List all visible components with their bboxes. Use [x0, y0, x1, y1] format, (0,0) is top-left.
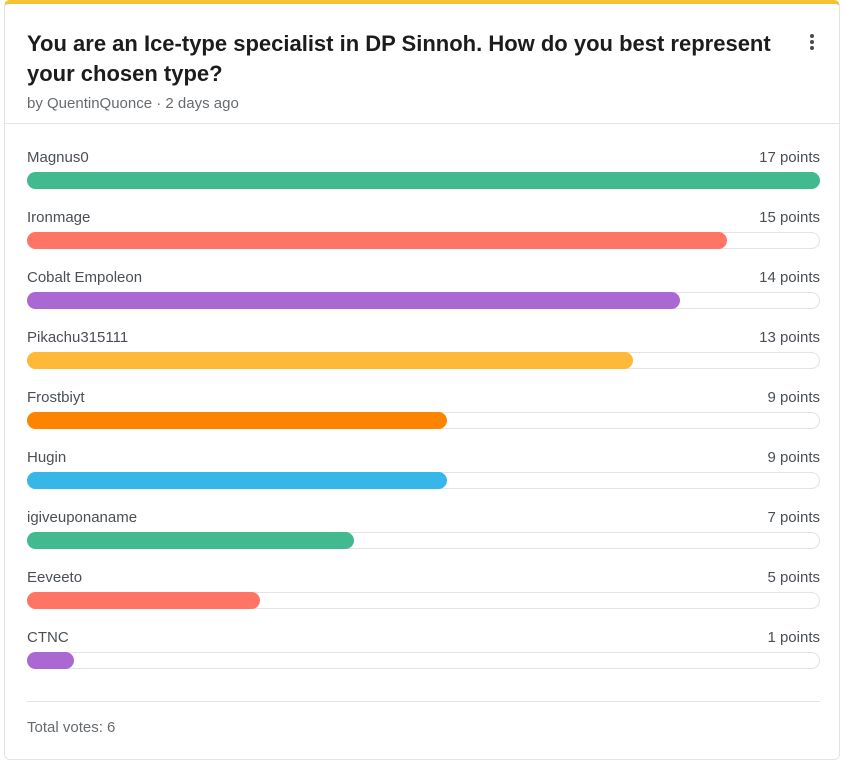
result-bar-fill: [27, 172, 820, 189]
result-row-header: Magnus0 17 points: [27, 147, 820, 169]
poll-results: Magnus0 17 points Ironmage 15 points Cobalt …: [27, 147, 820, 687]
option-name: Frostbiyt: [27, 389, 85, 406]
option-name: Cobalt Empoleon: [27, 269, 143, 286]
result-row-header: igiveuponaname 7 points: [27, 507, 820, 529]
result-bar-track: [27, 532, 820, 549]
option-points: 17 points: [759, 149, 820, 166]
result-bar-fill: [27, 472, 447, 489]
footer-divider: [27, 701, 820, 702]
result-bar-track: [27, 412, 820, 429]
result-row-header: Hugin 9 points: [27, 447, 820, 469]
result-bar-track: [27, 472, 820, 489]
result-row: Magnus0 17 points: [27, 147, 820, 207]
option-points: 13 points: [759, 329, 820, 346]
option-points: 7 points: [767, 509, 820, 526]
result-bar-track: [27, 652, 820, 669]
option-points: 5 points: [767, 569, 820, 586]
option-name: Ironmage: [27, 209, 91, 226]
result-row-header: Eeveeto 5 points: [27, 567, 820, 589]
result-bar-track: [27, 232, 820, 249]
result-bar-fill: [27, 652, 74, 669]
option-points: 1 points: [767, 629, 820, 646]
result-row: Cobalt Empoleon 14 points: [27, 267, 820, 327]
option-points: 9 points: [767, 449, 820, 466]
total-votes: Total votes: 6: [27, 719, 116, 736]
option-points: 15 points: [759, 209, 820, 226]
result-bar-track: [27, 352, 820, 369]
result-bar-fill: [27, 352, 633, 369]
result-bar-fill: [27, 232, 727, 249]
option-points: 14 points: [759, 269, 820, 286]
option-name: Eeveeto: [27, 569, 83, 586]
poll-title: You are an Ice-type specialist in DP Sin…: [27, 31, 771, 86]
poll-header: You are an Ice-type specialist in DP Sin…: [27, 29, 797, 112]
result-bar-track: [27, 292, 820, 309]
option-name: Magnus0: [27, 149, 89, 166]
option-points: 9 points: [767, 389, 820, 406]
result-row-header: Cobalt Empoleon 14 points: [27, 267, 820, 289]
option-name: CTNC: [27, 629, 69, 646]
result-bar-fill: [27, 412, 447, 429]
option-name: Pikachu315111: [27, 329, 129, 346]
result-row: igiveuponaname 7 points: [27, 507, 820, 567]
poll-card: You are an Ice-type specialist in DP Sin…: [4, 0, 840, 760]
result-bar-fill: [27, 592, 260, 609]
result-row: CTNC 1 points: [27, 627, 820, 687]
poll-meta: by QuentinQuonce · 2 days ago: [27, 95, 239, 112]
result-row: Hugin 9 points: [27, 447, 820, 507]
result-row-header: Frostbiyt 9 points: [27, 387, 820, 409]
result-row: Frostbiyt 9 points: [27, 387, 820, 447]
result-row-header: Pikachu315111 13 points: [27, 327, 820, 349]
header-divider: [5, 123, 839, 124]
result-row-header: Ironmage 15 points: [27, 207, 820, 229]
result-bar-track: [27, 592, 820, 609]
more-vertical-icon[interactable]: [807, 34, 817, 54]
option-name: igiveuponaname: [27, 509, 138, 526]
result-row: Ironmage 15 points: [27, 207, 820, 267]
option-name: Hugin: [27, 449, 67, 466]
result-bar-fill: [27, 532, 354, 549]
result-row: Eeveeto 5 points: [27, 567, 820, 627]
result-row: Pikachu315111 13 points: [27, 327, 820, 387]
result-row-header: CTNC 1 points: [27, 627, 820, 649]
result-bar-fill: [27, 292, 680, 309]
result-bar-track: [27, 172, 820, 189]
